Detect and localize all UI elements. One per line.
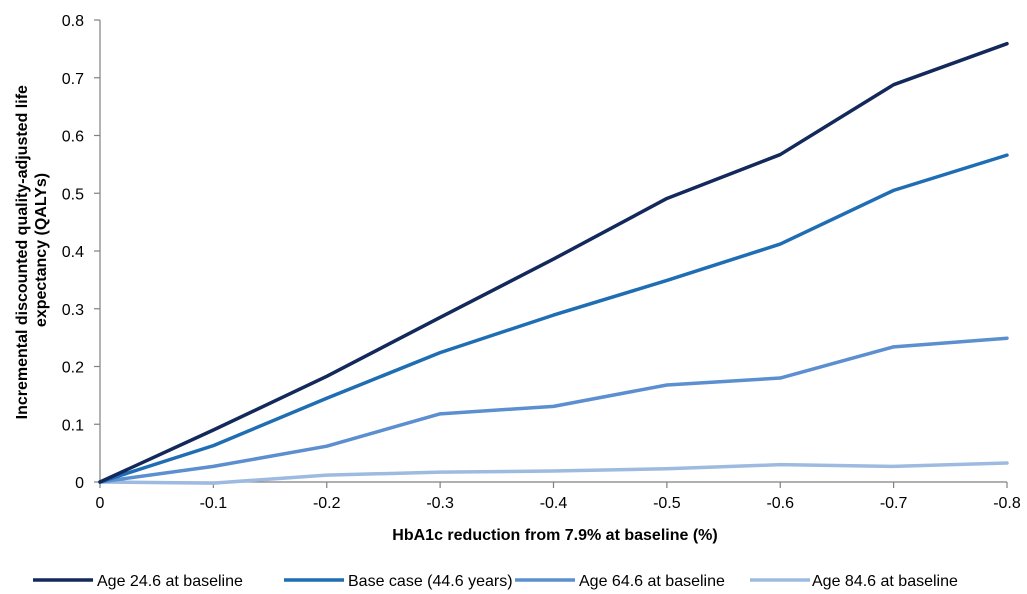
series-line	[98, 41, 1009, 484]
legend-label: Age 64.6 at baseline	[579, 573, 725, 590]
y-tick-label: 0.8	[62, 13, 84, 30]
y-tick-label: 0.4	[62, 244, 84, 261]
x-tick-label: -0.8	[993, 495, 1021, 512]
y-tick-label: 0.6	[62, 129, 84, 146]
y-tick-label: 0.3	[62, 302, 84, 319]
series-line	[98, 461, 1009, 485]
y-axis-title: Incremental discounted quality-adjusted …	[14, 81, 50, 420]
legend-label: Age 84.6 at baseline	[812, 573, 958, 590]
y-tick-label: 0.1	[62, 417, 84, 434]
y-axis-tick-labels: 0 0.1 0.2 0.3 0.4 0.5 0.6 0.7 0.8	[62, 13, 84, 492]
axes	[94, 19, 1008, 488]
legend: Age 24.6 at baseline Base case (44.6 year…	[33, 573, 958, 590]
series-line	[98, 336, 1009, 484]
x-tick-label: -0.6	[766, 495, 794, 512]
x-tick-label: 0	[96, 495, 105, 512]
y-tick-label: 0	[75, 475, 84, 492]
x-tick-label: -0.5	[653, 495, 681, 512]
x-tick-label: -0.4	[540, 495, 568, 512]
x-tick-label: -0.1	[200, 495, 228, 512]
x-tick-label: -0.2	[313, 495, 341, 512]
x-tick-label: -0.3	[426, 495, 454, 512]
y-tick-label: 0.5	[62, 186, 84, 203]
series-lines	[98, 41, 1009, 485]
y-tick-label: 0.7	[62, 71, 84, 88]
y-tick-label: 0.2	[62, 360, 84, 377]
series-line	[98, 153, 1009, 484]
x-tick-label: -0.7	[880, 495, 908, 512]
y-axis-title-line-2: expectancy (QALYs)	[33, 173, 50, 327]
legend-label: Base case (44.6 years)	[348, 573, 513, 590]
legend-label: Age 24.6 at baseline	[97, 573, 243, 590]
y-axis-title-line-1: Incremental discounted quality-adjusted …	[14, 85, 31, 419]
x-axis-tick-labels: 0 -0.1 -0.2 -0.3 -0.4 -0.5 -0.6 -0.7 -0.8	[96, 495, 1021, 512]
x-axis-title: HbA1c reduction from 7.9% at baseline (%…	[392, 527, 717, 544]
